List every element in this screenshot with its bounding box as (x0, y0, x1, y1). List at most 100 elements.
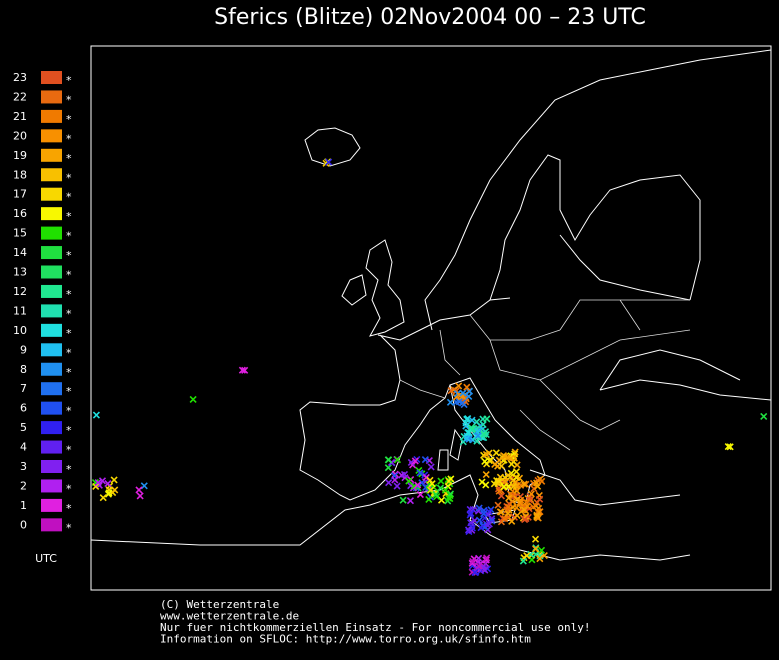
strike (455, 382, 463, 390)
strike (508, 460, 516, 468)
strike (482, 450, 490, 458)
strike (391, 476, 399, 484)
strike (501, 515, 509, 523)
strike (437, 477, 445, 485)
strike (527, 550, 535, 558)
legend-swatch (41, 304, 62, 318)
strike (92, 411, 100, 419)
coastline (91, 349, 771, 561)
strike (523, 502, 531, 510)
strike (479, 421, 487, 429)
legend-marker: * (66, 113, 72, 126)
legend-swatch (41, 421, 62, 435)
strike (414, 481, 422, 489)
legend-label: 17 (13, 188, 27, 201)
strike (480, 510, 488, 518)
legend-label: 12 (13, 285, 27, 298)
legend-marker: * (66, 191, 72, 204)
legend-swatch (41, 460, 62, 473)
strike (500, 483, 508, 491)
footer-line: Nur fuer nichtkommerziellen Einsatz - Fo… (160, 621, 590, 634)
strike (428, 480, 436, 488)
strike (469, 425, 477, 433)
strike (475, 504, 483, 512)
strike (536, 495, 544, 503)
strike (505, 494, 513, 502)
strike (385, 479, 393, 487)
legend-marker: * (66, 307, 72, 320)
legend-label: 14 (13, 246, 27, 259)
strike (495, 477, 503, 485)
strike (504, 509, 512, 518)
strike (496, 473, 504, 481)
strike (480, 430, 488, 438)
strike (465, 392, 473, 400)
map (91, 49, 771, 561)
legend-label: 20 (13, 129, 27, 142)
legend-marker: * (66, 444, 72, 457)
legend-swatch (41, 440, 62, 454)
strike (441, 486, 450, 494)
legend-marker: * (66, 288, 72, 301)
strike (446, 494, 454, 503)
strike (468, 524, 476, 532)
legend-swatch (41, 226, 62, 240)
strike (238, 366, 246, 374)
legend-label: 11 (13, 304, 27, 317)
strike (501, 452, 509, 461)
strike (400, 470, 409, 479)
strike (469, 557, 477, 565)
legend-marker: * (66, 366, 72, 379)
legend-label: 4 (20, 441, 27, 454)
strike (475, 516, 484, 524)
strike (477, 524, 485, 532)
strike (467, 519, 475, 527)
legend-swatch (41, 168, 62, 182)
legend-swatch (41, 401, 62, 415)
legend-label: 2 (20, 479, 27, 492)
strike (478, 478, 486, 486)
strike (498, 462, 506, 470)
coastline (341, 239, 405, 337)
legend-marker: * (66, 132, 72, 145)
strike (104, 490, 112, 498)
legend-label: 7 (20, 382, 27, 395)
legend-label: 9 (20, 343, 27, 356)
strike (513, 495, 521, 503)
legend-swatch (41, 265, 62, 279)
strike (521, 516, 529, 524)
strike (110, 476, 118, 484)
strike (471, 568, 479, 577)
legend-label: 18 (13, 168, 27, 181)
strike (426, 476, 434, 484)
legend-label: 15 (13, 227, 27, 240)
legend-label: 3 (20, 460, 27, 473)
legend-marker: * (66, 269, 72, 282)
legend-marker: * (66, 502, 72, 515)
strike (481, 566, 489, 574)
strike (513, 504, 521, 512)
legend-unit: UTC (35, 552, 57, 565)
legend-marker: * (66, 385, 72, 398)
strike (483, 415, 491, 423)
legend-marker: * (66, 482, 72, 495)
legend-swatch (41, 90, 62, 104)
strike (411, 457, 419, 465)
strike (135, 486, 143, 494)
legend-swatch (41, 109, 62, 123)
strike (241, 366, 249, 374)
strike (447, 475, 455, 483)
strike (425, 495, 433, 504)
strike (508, 517, 516, 525)
strike (468, 559, 476, 567)
legend-swatch (41, 362, 62, 376)
strike (485, 520, 493, 528)
legend-marker: * (66, 210, 72, 223)
strike (519, 557, 527, 565)
strike (760, 412, 768, 420)
strike (407, 458, 415, 467)
legend-swatch (41, 498, 62, 512)
strikes (91, 158, 768, 577)
strike (385, 456, 393, 464)
